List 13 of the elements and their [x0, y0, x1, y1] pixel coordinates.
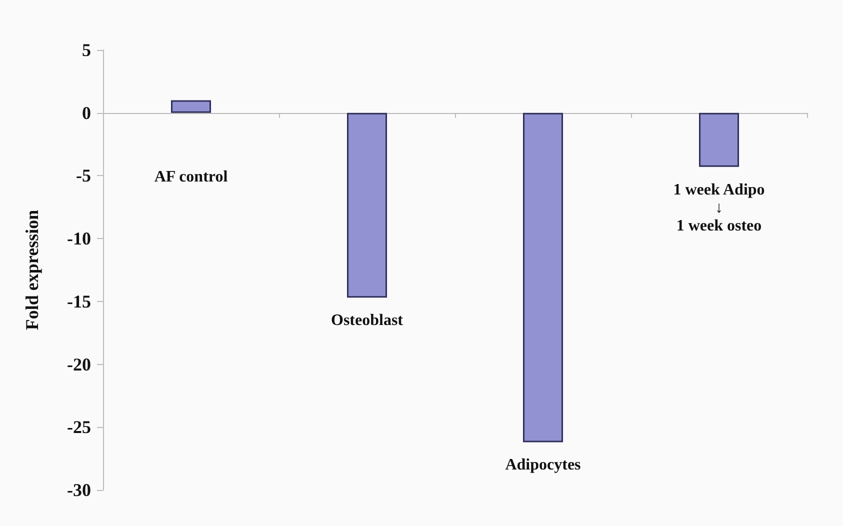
y-tick-label: -25 — [67, 417, 91, 438]
y-tick-label: 0 — [82, 102, 91, 123]
y-tick-label: -10 — [67, 228, 91, 249]
y-tick-label: 5 — [82, 40, 91, 60]
x-tick-label: 1 week Adipo ↓ 1 week osteo — [673, 181, 765, 234]
y-tick-label: -30 — [67, 480, 91, 500]
x-tick-label: Adipocytes — [505, 456, 581, 474]
y-axis-title: Fold expression — [22, 210, 42, 330]
x-tick-label: Osteoblast — [331, 312, 404, 330]
y-tick-label: -20 — [67, 354, 91, 374]
x-tick-label: AF control — [154, 168, 228, 186]
y-tick-label: -15 — [67, 291, 91, 312]
y-tick-label: -5 — [76, 166, 91, 186]
